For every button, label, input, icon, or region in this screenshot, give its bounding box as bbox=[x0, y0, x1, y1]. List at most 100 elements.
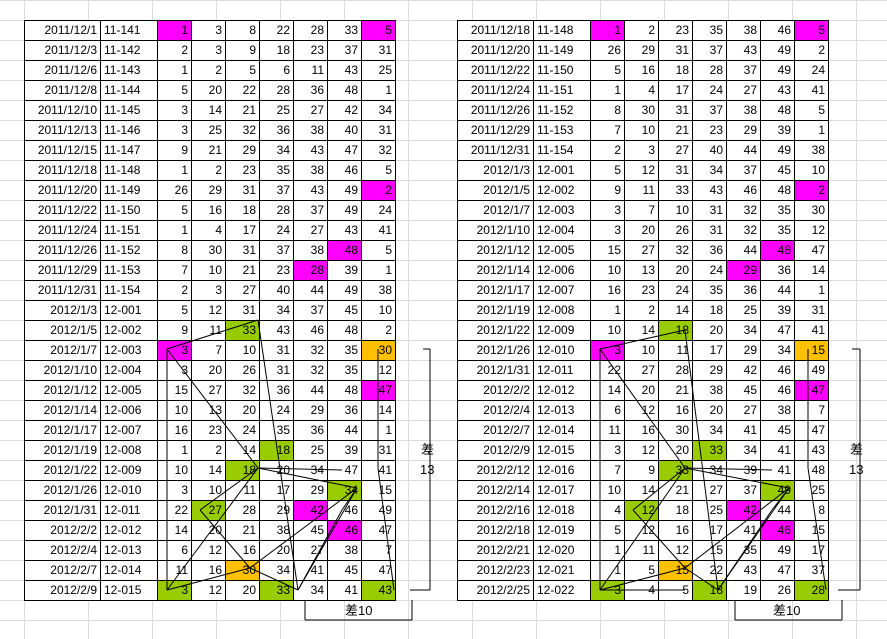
draw-code-cell[interactable]: 11-148 bbox=[100, 160, 158, 181]
number-cell[interactable]: 17 bbox=[225, 220, 260, 241]
date-cell[interactable]: 2012/1/19 bbox=[457, 300, 534, 321]
number-cell[interactable]: 27 bbox=[293, 220, 328, 241]
number-cell[interactable]: 18 bbox=[692, 580, 727, 601]
number-cell[interactable]: 16 bbox=[191, 200, 226, 221]
number-cell[interactable]: 46 bbox=[726, 180, 761, 201]
draw-code-cell[interactable]: 11-151 bbox=[533, 80, 591, 101]
number-cell[interactable]: 1 bbox=[794, 280, 829, 301]
number-cell[interactable]: 16 bbox=[590, 280, 625, 301]
number-cell[interactable]: 30 bbox=[191, 240, 226, 261]
number-cell[interactable]: 34 bbox=[692, 460, 727, 481]
number-cell[interactable]: 10 bbox=[590, 320, 625, 341]
number-cell[interactable]: 31 bbox=[692, 220, 727, 241]
date-cell[interactable]: 2012/1/10 bbox=[457, 220, 534, 241]
number-cell[interactable]: 41 bbox=[726, 420, 761, 441]
number-cell[interactable]: 21 bbox=[225, 520, 260, 541]
number-cell[interactable]: 14 bbox=[794, 260, 829, 281]
number-cell[interactable]: 40 bbox=[327, 120, 362, 141]
number-cell[interactable]: 15 bbox=[361, 480, 396, 501]
number-cell[interactable]: 47 bbox=[361, 520, 396, 541]
number-cell[interactable]: 31 bbox=[692, 200, 727, 221]
number-cell[interactable]: 8 bbox=[590, 100, 625, 121]
number-cell[interactable]: 36 bbox=[293, 80, 328, 101]
number-cell[interactable]: 21 bbox=[658, 480, 693, 501]
number-cell[interactable]: 47 bbox=[327, 140, 362, 161]
number-cell[interactable]: 15 bbox=[658, 560, 693, 581]
draw-code-cell[interactable]: 12-011 bbox=[533, 360, 591, 381]
number-cell[interactable]: 43 bbox=[361, 580, 396, 601]
number-cell[interactable]: 33 bbox=[658, 180, 693, 201]
number-cell[interactable]: 10 bbox=[191, 260, 226, 281]
number-cell[interactable]: 2 bbox=[361, 320, 396, 341]
number-cell[interactable]: 6 bbox=[590, 400, 625, 421]
date-cell[interactable]: 2012/1/19 bbox=[24, 440, 101, 461]
number-cell[interactable]: 12 bbox=[624, 400, 659, 421]
number-cell[interactable]: 29 bbox=[726, 260, 761, 281]
number-cell[interactable]: 29 bbox=[293, 480, 328, 501]
number-cell[interactable]: 5 bbox=[157, 200, 192, 221]
number-cell[interactable]: 1 bbox=[157, 60, 192, 81]
number-cell[interactable]: 40 bbox=[692, 140, 727, 161]
number-cell[interactable]: 27 bbox=[692, 480, 727, 501]
draw-code-cell[interactable]: 11-150 bbox=[533, 60, 591, 81]
number-cell[interactable]: 34 bbox=[692, 160, 727, 181]
date-cell[interactable]: 2012/1/10 bbox=[24, 360, 101, 381]
number-cell[interactable]: 28 bbox=[658, 360, 693, 381]
number-cell[interactable]: 5 bbox=[157, 300, 192, 321]
number-cell[interactable]: 11 bbox=[225, 480, 260, 501]
number-cell[interactable]: 9 bbox=[624, 460, 659, 481]
date-cell[interactable]: 2012/2/16 bbox=[457, 500, 534, 521]
number-cell[interactable]: 32 bbox=[361, 140, 396, 161]
draw-code-cell[interactable]: 11-152 bbox=[533, 100, 591, 121]
number-cell[interactable]: 8 bbox=[225, 20, 260, 41]
number-cell[interactable]: 29 bbox=[624, 40, 659, 61]
number-cell[interactable]: 14 bbox=[658, 300, 693, 321]
number-cell[interactable]: 1 bbox=[157, 160, 192, 181]
number-cell[interactable]: 31 bbox=[794, 300, 829, 321]
draw-code-cell[interactable]: 11-150 bbox=[100, 200, 158, 221]
number-cell[interactable]: 26 bbox=[225, 360, 260, 381]
number-cell[interactable]: 31 bbox=[361, 120, 396, 141]
number-cell[interactable]: 20 bbox=[191, 520, 226, 541]
number-cell[interactable]: 5 bbox=[590, 160, 625, 181]
number-cell[interactable]: 48 bbox=[327, 380, 362, 401]
date-cell[interactable]: 2011/12/15 bbox=[24, 140, 101, 161]
draw-code-cell[interactable]: 12-015 bbox=[533, 440, 591, 461]
number-cell[interactable]: 25 bbox=[726, 300, 761, 321]
number-cell[interactable]: 9 bbox=[157, 320, 192, 341]
number-cell[interactable]: 38 bbox=[361, 280, 396, 301]
number-cell[interactable]: 31 bbox=[259, 360, 294, 381]
number-cell[interactable]: 34 bbox=[259, 140, 294, 161]
draw-code-cell[interactable]: 12-001 bbox=[100, 300, 158, 321]
number-cell[interactable]: 33 bbox=[327, 20, 362, 41]
date-cell[interactable]: 2012/2/7 bbox=[24, 560, 101, 581]
number-cell[interactable]: 24 bbox=[225, 420, 260, 441]
number-cell[interactable]: 11 bbox=[624, 540, 659, 561]
number-cell[interactable]: 31 bbox=[225, 240, 260, 261]
number-cell[interactable]: 47 bbox=[794, 380, 829, 401]
number-cell[interactable]: 33 bbox=[658, 460, 693, 481]
number-cell[interactable]: 29 bbox=[293, 400, 328, 421]
number-cell[interactable]: 9 bbox=[157, 140, 192, 161]
number-cell[interactable]: 38 bbox=[794, 140, 829, 161]
draw-code-cell[interactable]: 11-153 bbox=[100, 260, 158, 281]
draw-code-cell[interactable]: 12-009 bbox=[100, 460, 158, 481]
draw-code-cell[interactable]: 12-006 bbox=[100, 400, 158, 421]
number-cell[interactable]: 38 bbox=[293, 160, 328, 181]
number-cell[interactable]: 20 bbox=[191, 80, 226, 101]
number-cell[interactable]: 35 bbox=[692, 280, 727, 301]
number-cell[interactable]: 3 bbox=[590, 220, 625, 241]
number-cell[interactable]: 34 bbox=[293, 580, 328, 601]
number-cell[interactable]: 42 bbox=[327, 100, 362, 121]
number-cell[interactable]: 46 bbox=[760, 520, 795, 541]
number-cell[interactable]: 28 bbox=[225, 500, 260, 521]
number-cell[interactable]: 31 bbox=[225, 180, 260, 201]
number-cell[interactable]: 39 bbox=[327, 260, 362, 281]
number-cell[interactable]: 10 bbox=[157, 460, 192, 481]
number-cell[interactable]: 3 bbox=[624, 140, 659, 161]
number-cell[interactable]: 2 bbox=[361, 180, 396, 201]
number-cell[interactable]: 5 bbox=[157, 80, 192, 101]
number-cell[interactable]: 1 bbox=[361, 420, 396, 441]
number-cell[interactable]: 10 bbox=[191, 480, 226, 501]
date-cell[interactable]: 2012/2/7 bbox=[457, 420, 534, 441]
